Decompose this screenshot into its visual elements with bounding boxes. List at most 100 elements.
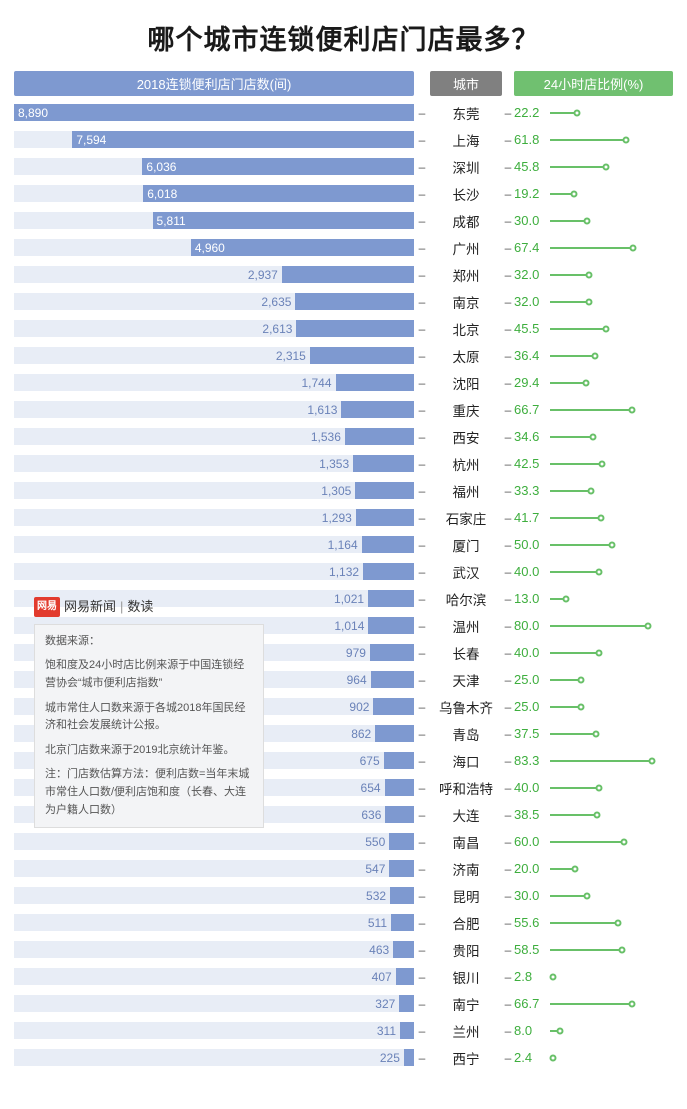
city-label: 北京 — [430, 319, 502, 339]
tick-mark: – — [414, 673, 430, 687]
data-row: 532–昆明–30.0 — [14, 882, 673, 909]
tick-mark: – — [414, 133, 430, 147]
lollipop-marker — [615, 919, 622, 926]
lollipop-marker — [571, 865, 578, 872]
lollipop — [550, 909, 673, 936]
lollipop — [550, 747, 673, 774]
lollipop-marker — [596, 649, 603, 656]
bar-fill — [363, 563, 414, 580]
bar-fill — [393, 941, 414, 958]
bar-value-label: 1,744 — [302, 376, 332, 390]
bar-fill — [373, 698, 414, 715]
bar-fill — [356, 509, 414, 526]
brand-text: 网易新闻 — [64, 597, 116, 618]
lollipop-marker — [589, 433, 596, 440]
pct-value-label: 13.0 — [514, 591, 550, 606]
tick-mark: – — [502, 592, 514, 606]
city-label: 上海 — [430, 130, 502, 150]
lollipop — [550, 558, 673, 585]
tick-mark: – — [414, 511, 430, 525]
pct-value-label: 2.8 — [514, 969, 550, 984]
bar-fill — [390, 887, 414, 904]
lollipop — [550, 153, 673, 180]
tick-mark: – — [502, 565, 514, 579]
tick-mark: – — [502, 943, 514, 957]
data-row: 407–银川–2.8 — [14, 963, 673, 990]
data-row: 1,613–重庆–66.7 — [14, 396, 673, 423]
data-row: 327–南宁–66.7 — [14, 990, 673, 1017]
bar-value-label: 1,353 — [319, 457, 349, 471]
bar-fill — [370, 644, 414, 661]
bar-fill — [310, 347, 414, 364]
pct-value-label: 36.4 — [514, 348, 550, 363]
pct-value-label: 45.5 — [514, 321, 550, 336]
lollipop-marker — [562, 595, 569, 602]
bar-fill — [385, 806, 414, 823]
tick-mark: – — [414, 862, 430, 876]
bar-value-label: 1,293 — [322, 511, 352, 525]
pct-value-label: 20.0 — [514, 861, 550, 876]
data-row: 1,744–沈阳–29.4 — [14, 369, 673, 396]
lollipop-marker — [649, 757, 656, 764]
tick-mark: – — [502, 997, 514, 1011]
tick-mark: – — [502, 619, 514, 633]
tick-mark: – — [502, 295, 514, 309]
city-label: 合肥 — [430, 913, 502, 933]
bar-value-label: 6,018 — [147, 187, 177, 201]
pct-value-label: 29.4 — [514, 375, 550, 390]
tick-mark: – — [414, 781, 430, 795]
lollipop — [550, 1044, 673, 1071]
source-note: 网易网易新闻|数读数据来源：饱和度及24小时店比例来源于中国连锁经营协会“城市便… — [34, 597, 264, 828]
tick-mark: – — [502, 970, 514, 984]
tick-mark: – — [502, 322, 514, 336]
pct-value-label: 60.0 — [514, 834, 550, 849]
pct-value-label: 32.0 — [514, 267, 550, 282]
lollipop-marker — [570, 190, 577, 197]
bar-value-label: 407 — [372, 970, 392, 984]
bar-value-label: 1,021 — [334, 592, 364, 606]
pct-value-label: 41.7 — [514, 510, 550, 525]
data-row: 5,811–成都–30.0 — [14, 207, 673, 234]
pct-value-label: 42.5 — [514, 456, 550, 471]
lollipop — [550, 585, 673, 612]
tick-mark: – — [414, 646, 430, 660]
lollipop-marker — [586, 271, 593, 278]
tick-mark: – — [414, 727, 430, 741]
data-row: 511–合肥–55.6 — [14, 909, 673, 936]
tick-mark: – — [414, 1051, 430, 1065]
bar-fill — [375, 725, 414, 742]
data-row: 2,635–南京–32.0 — [14, 288, 673, 315]
lollipop-marker — [629, 1000, 636, 1007]
bar-fill — [396, 968, 414, 985]
city-label: 福州 — [430, 481, 502, 501]
tick-mark: – — [502, 268, 514, 282]
tick-mark: – — [414, 403, 430, 417]
tick-mark: – — [414, 565, 430, 579]
tick-mark: – — [414, 268, 430, 282]
tick-mark: – — [414, 592, 430, 606]
lollipop-marker — [577, 676, 584, 683]
data-row: 4,960–广州–67.4 — [14, 234, 673, 261]
bar-fill — [368, 590, 414, 607]
tick-mark: – — [502, 349, 514, 363]
bar-fill — [385, 779, 414, 796]
lollipop-marker — [587, 487, 594, 494]
source-line: 北京门店数来源于2019北京统计年鉴。 — [45, 742, 253, 760]
tick-mark: – — [414, 349, 430, 363]
tick-mark: – — [414, 484, 430, 498]
data-row: 6,018–长沙–19.2 — [14, 180, 673, 207]
lollipop-marker — [608, 541, 615, 548]
pct-value-label: 25.0 — [514, 699, 550, 714]
tick-mark: – — [502, 403, 514, 417]
tick-mark: – — [502, 1051, 514, 1065]
city-label: 大连 — [430, 805, 502, 825]
lollipop — [550, 234, 673, 261]
tick-mark: – — [502, 376, 514, 390]
bar-value-label: 2,937 — [248, 268, 278, 282]
pct-value-label: 30.0 — [514, 213, 550, 228]
lollipop — [550, 963, 673, 990]
column-headers: 2018连锁便利店门店数(间) 城市 24小时店比例(%) — [14, 71, 673, 96]
tick-mark: – — [414, 889, 430, 903]
data-row: 311–兰州–8.0 — [14, 1017, 673, 1044]
bar-value-label: 2,315 — [276, 349, 306, 363]
